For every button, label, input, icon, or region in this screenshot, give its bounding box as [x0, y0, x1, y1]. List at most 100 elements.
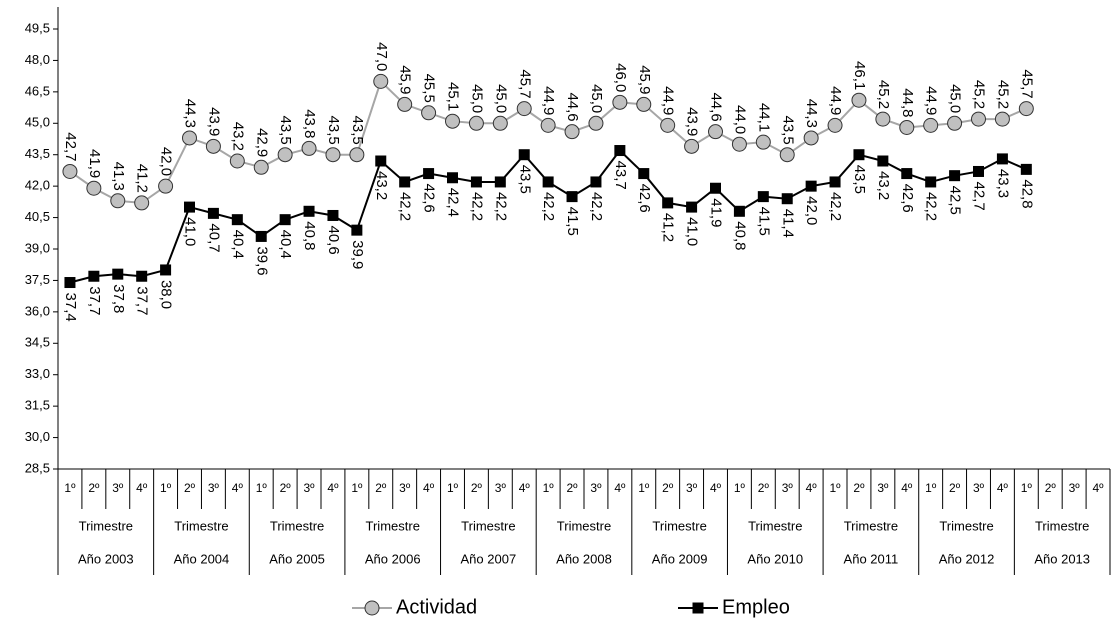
data-point: [277, 147, 293, 163]
x-tick-label: 1º: [160, 481, 172, 495]
data-point: [566, 191, 578, 203]
group-label: Año 2004: [174, 551, 230, 566]
value-label: 41,5: [564, 207, 581, 236]
x-tick-label: 3º: [877, 481, 889, 495]
x-tick-label: 1º: [638, 481, 650, 495]
data-point: [662, 197, 674, 209]
value-label: 44,9: [540, 86, 557, 115]
data-point: [182, 130, 197, 146]
value-label: 43,9: [205, 107, 222, 136]
data-point: [134, 195, 150, 211]
x-tick-label: 4º: [997, 481, 1009, 495]
value-label: 42,5: [947, 186, 964, 215]
value-label: 37,7: [86, 286, 103, 315]
data-point: [468, 115, 484, 131]
value-label: 43,5: [277, 116, 294, 145]
legend-label: Actividad: [396, 596, 477, 618]
value-label: 42,6: [636, 184, 653, 213]
x-tick-label: 4º: [519, 481, 531, 495]
value-label: 42,2: [588, 192, 605, 221]
y-tick-label: 40,5: [25, 209, 50, 224]
y-tick-label: 31,5: [25, 398, 50, 413]
data-point: [279, 214, 291, 226]
value-label: 42,2: [492, 192, 509, 221]
x-tick-label: 1º: [925, 481, 937, 495]
value-label: 45,1: [445, 82, 462, 111]
x-tick-label: 4º: [710, 481, 722, 495]
group-label: Año 2005: [269, 551, 325, 566]
legend-marker: [692, 602, 704, 614]
y-tick-label: 39,0: [25, 240, 50, 255]
value-label: 37,4: [62, 293, 79, 322]
data-point: [229, 153, 245, 169]
value-label: 44,0: [731, 105, 748, 134]
y-tick-label: 30,0: [25, 429, 50, 444]
value-label: 45,2: [971, 80, 988, 109]
x-tick-label: 3º: [495, 481, 507, 495]
data-point: [445, 113, 460, 129]
data-point: [516, 101, 532, 117]
data-point: [731, 136, 747, 152]
value-label: 45,0: [947, 84, 964, 113]
data-point: [779, 147, 795, 163]
legend-marker: [364, 600, 380, 616]
value-label: 43,2: [875, 171, 892, 200]
data-point: [373, 73, 389, 89]
value-label: 43,5: [779, 116, 796, 145]
x-tick-label: 4º: [1093, 481, 1105, 495]
value-label: 44,6: [564, 92, 581, 121]
data-point: [638, 168, 650, 180]
value-label: 39,9: [349, 240, 366, 269]
x-tick-label: 1º: [1021, 481, 1033, 495]
data-point: [253, 159, 269, 175]
value-label: 37,7: [134, 286, 151, 315]
data-point: [492, 115, 508, 131]
data-point: [684, 138, 700, 154]
x-tick-label: 2º: [853, 481, 865, 495]
data-point: [349, 147, 365, 163]
value-label: 42,8: [1018, 179, 1035, 208]
x-tick-label: 4º: [806, 481, 818, 495]
data-point: [397, 96, 413, 112]
data-point: [877, 155, 889, 167]
x-tick-label: 4º: [614, 481, 626, 495]
value-label: 40,6: [325, 225, 342, 254]
value-label: 45,0: [588, 84, 605, 113]
value-label: 42,2: [468, 192, 485, 221]
value-label: 41,3: [110, 162, 127, 191]
data-point: [255, 230, 267, 242]
x-tick-label: 1º: [543, 481, 555, 495]
value-label: 41,5: [755, 207, 772, 236]
data-point: [853, 149, 865, 161]
y-tick-label: 45,0: [25, 115, 50, 130]
data-point: [136, 270, 148, 282]
value-label: 45,9: [636, 65, 653, 94]
data-point: [110, 193, 126, 209]
data-point: [901, 168, 913, 180]
group-sublabel: Trimestre: [557, 518, 611, 533]
group-label: Año 2011: [844, 551, 899, 566]
value-label: 43,5: [325, 116, 342, 145]
value-label: 40,8: [301, 221, 318, 250]
data-point: [994, 111, 1010, 127]
x-tick-label: 2º: [280, 481, 292, 495]
y-tick-label: 49,5: [25, 20, 50, 35]
data-point: [160, 264, 172, 276]
group-sublabel: Trimestre: [79, 518, 133, 533]
value-label: 43,2: [229, 122, 246, 151]
data-point: [805, 180, 817, 192]
x-tick-label: 3º: [112, 481, 124, 495]
value-label: 44,8: [899, 88, 916, 117]
value-label: 45,5: [421, 74, 438, 103]
data-point: [925, 176, 937, 188]
value-label: 46,1: [851, 61, 868, 90]
data-point: [708, 124, 723, 140]
data-point: [112, 268, 124, 280]
data-point: [205, 138, 221, 154]
value-label: 42,2: [540, 192, 557, 221]
value-label: 41,0: [182, 217, 199, 246]
x-tick-label: 3º: [208, 481, 220, 495]
value-label: 43,5: [349, 116, 366, 145]
data-point: [827, 117, 843, 133]
data-point: [423, 168, 435, 180]
